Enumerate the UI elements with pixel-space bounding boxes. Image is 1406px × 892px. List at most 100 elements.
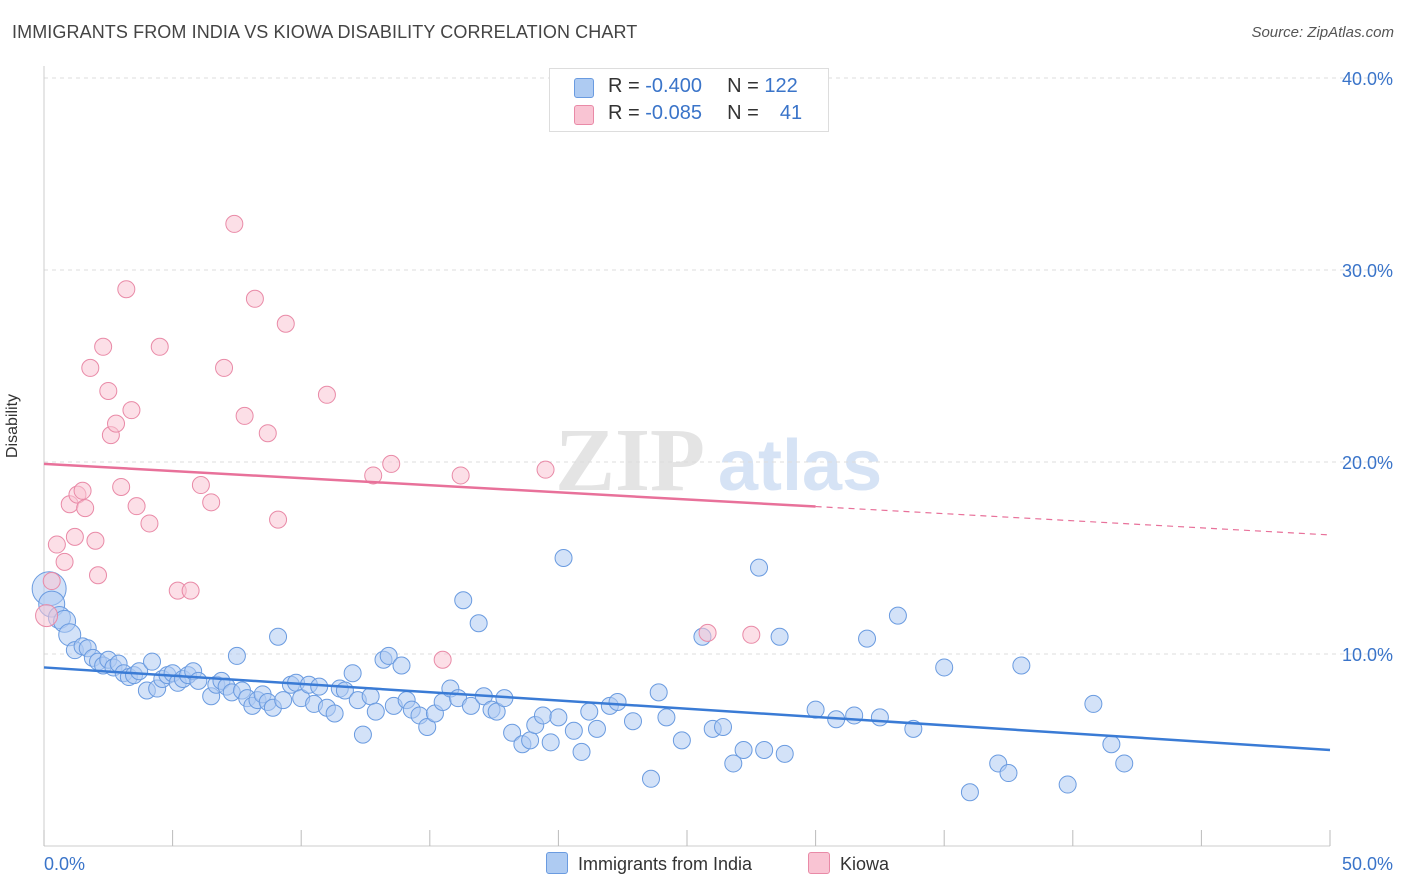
y-tick-label: 30.0% [1342,261,1393,281]
india-point [672,731,691,750]
kiowa-point [245,289,264,308]
kiowa-point [536,460,555,479]
india-point [587,719,606,738]
kiowa-point [117,280,136,299]
kiowa-point [89,566,108,585]
kiowa-point [433,650,452,669]
india-point [888,606,907,625]
india-point [366,702,385,721]
india-point [750,558,769,577]
kiowa-point [112,477,131,496]
india-point [461,696,480,715]
india-point [623,712,642,731]
trend-line-kiowa-extension [815,505,1331,536]
kiowa-point [65,527,84,546]
india-point [549,708,568,727]
legend-n-value: 41 [779,102,803,124]
legend-n-value: 122 [764,75,798,97]
kiowa-point [258,424,277,443]
india-point [541,733,560,752]
india-point [1115,754,1134,773]
kiowa-point [107,414,126,433]
kiowa-point [99,381,118,400]
bottom-legend-india: Immigrants from India [546,852,752,875]
kiowa-point [364,466,383,485]
y-tick-label: 40.0% [1342,69,1393,89]
india-point [469,614,488,633]
india-point [960,783,979,802]
india-point [361,687,380,706]
india-point [714,717,733,736]
kiowa-point [317,385,336,404]
legend-r-label: R = [608,102,640,124]
india-point [533,706,552,725]
bottom-legend-label-india: Immigrants from India [578,854,753,874]
india-point [353,725,372,744]
india-point [572,742,591,761]
india-point [641,769,660,788]
kiowa-point [742,625,761,644]
india-point [1102,735,1121,754]
kiowa-point [55,552,74,571]
kiowa-point [225,214,244,233]
india-point [999,764,1018,783]
india-point [870,708,889,727]
kiowa-point [451,466,470,485]
bottom-legend-swatch-kiowa [808,852,830,874]
legend-n-label: N = [727,102,759,124]
india-point [755,741,774,759]
india-point [521,731,540,750]
india-point [564,721,583,740]
india-point [274,691,293,710]
kiowa-point [276,314,295,333]
india-point [657,708,676,727]
india-point [734,741,753,759]
kiowa-point [191,476,210,495]
india-point [487,702,506,721]
india-point [418,717,437,736]
india-point [775,744,794,763]
kiowa-point [698,623,717,642]
trend-line-india [43,666,1331,752]
india-point [858,629,877,648]
india-point [649,683,668,702]
kiowa-point [150,337,169,356]
india-point [379,646,398,665]
india-point [770,627,789,646]
india-point [143,652,162,671]
watermark-atlas: atlas [718,426,882,506]
india-point [845,706,864,725]
legend-r-label: R = [608,75,640,97]
chart-title: IMMIGRANTS FROM INDIA VS KIOWA DISABILIT… [12,22,638,42]
trend-line-kiowa [43,462,816,508]
kiowa-point [94,337,113,356]
kiowa-point [76,499,95,518]
india-point [325,704,344,723]
india-point [343,664,362,683]
india-point [269,627,288,646]
y-tick-label: 20.0% [1342,453,1393,473]
x-tick-label: 50.0% [1342,854,1393,874]
kiowa-point [181,581,200,600]
india-point [454,591,473,610]
india-point [935,658,954,677]
kiowa-point [235,406,254,425]
bottom-legend-swatch-india [546,852,568,874]
source-label: Source: ZipAtlas.com [1251,24,1394,41]
legend-swatch-kiowa [574,105,594,125]
kiowa-point [42,572,61,591]
india-point [580,702,599,721]
india-point [724,754,743,773]
india-point [130,662,149,681]
kiowa-point [140,514,159,533]
india-point [554,549,573,567]
legend-swatch-india [574,78,594,98]
kiowa-point [86,531,105,550]
stats-legend: R = -0.400 N = 122 R = -0.085 N = 41 [549,68,829,132]
kiowa-point [382,454,401,473]
kiowa-point [269,510,288,529]
india-point [503,723,522,742]
kiowa-point [215,358,234,377]
kiowa-point [81,358,100,377]
